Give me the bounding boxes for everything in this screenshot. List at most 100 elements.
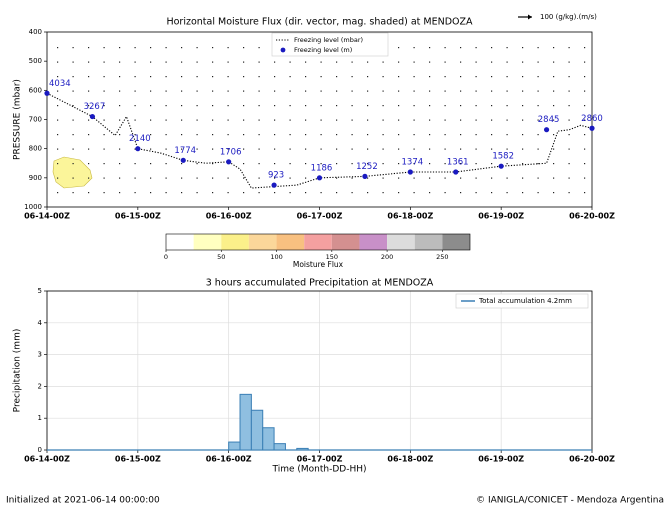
wind-vector	[460, 177, 462, 179]
wind-vector	[584, 105, 586, 107]
wind-vector	[506, 119, 508, 121]
wind-vector	[258, 134, 260, 136]
wind-vector	[150, 192, 152, 194]
wind-vector	[584, 76, 586, 78]
wind-vector	[444, 177, 446, 179]
wind-vector	[72, 105, 74, 107]
wind-vector	[351, 105, 353, 107]
wind-vector	[134, 119, 136, 121]
wind-vector	[553, 134, 555, 136]
point-label: 1374	[402, 158, 424, 168]
x-tick-label: 06-14-00Z	[24, 455, 70, 464]
wind-vector	[134, 76, 136, 78]
point-label: 1361	[447, 158, 469, 168]
wind-vector	[584, 148, 586, 150]
wind-vector	[72, 47, 74, 49]
wind-vector	[568, 61, 570, 63]
wind-vector	[336, 148, 338, 150]
wind-vector	[274, 61, 276, 63]
wind-vector	[72, 177, 74, 179]
wind-vector	[72, 163, 74, 165]
wind-vector	[196, 76, 198, 78]
wind-vector	[367, 119, 369, 121]
wind-vector	[460, 192, 462, 194]
legend-box	[455, 293, 589, 309]
wind-vector	[367, 192, 369, 194]
wind-vector	[150, 76, 152, 78]
wind-vector	[305, 192, 307, 194]
wind-vector	[181, 148, 183, 150]
wind-vector	[537, 47, 539, 49]
wind-vector	[475, 134, 477, 136]
wind-vector	[568, 192, 570, 194]
wind-vector	[320, 134, 322, 136]
wind-vector	[429, 76, 431, 78]
wind-vector	[413, 47, 415, 49]
wind-vector	[367, 61, 369, 63]
wind-vector	[196, 90, 198, 92]
wind-vector	[196, 61, 198, 63]
wind-vector	[72, 134, 74, 136]
wind-vector	[537, 134, 539, 136]
wind-vector	[553, 61, 555, 63]
wind-vector	[243, 134, 245, 136]
x-tick-label: 06-17-00Z	[297, 212, 343, 221]
wind-vector	[367, 163, 369, 165]
wind-vector	[196, 47, 198, 49]
wind-vector	[150, 177, 152, 179]
wind-vector	[460, 119, 462, 121]
freezing-dot	[135, 146, 141, 152]
legend-label: Freezing level (mbar)	[294, 36, 363, 44]
wind-vector	[103, 163, 105, 165]
wind-vector	[243, 76, 245, 78]
wind-vector	[413, 192, 415, 194]
wind-vector	[196, 163, 198, 165]
wind-vector	[274, 163, 276, 165]
wind-vector	[444, 119, 446, 121]
wind-vector	[444, 163, 446, 165]
wind-vector	[475, 119, 477, 121]
wind-vector	[57, 105, 59, 107]
wind-vector	[212, 163, 214, 165]
wind-vector	[227, 76, 229, 78]
wind-vector	[243, 177, 245, 179]
wind-vector	[227, 90, 229, 92]
wind-vector	[491, 163, 493, 165]
wind-vector	[181, 134, 183, 136]
x-tick-label: 06-18-00Z	[387, 455, 433, 464]
wind-vector	[134, 163, 136, 165]
wind-vector	[305, 177, 307, 179]
wind-vector	[336, 134, 338, 136]
wind-vector	[522, 76, 524, 78]
wind-vector	[537, 163, 539, 165]
wind-vector	[413, 90, 415, 92]
chart-title: Horizontal Moisture Flux (dir. vector, m…	[166, 17, 473, 28]
y-tick-label: 900	[29, 174, 42, 182]
y-tick-label: 800	[29, 145, 42, 153]
wind-vector	[103, 61, 105, 63]
wind-vector	[475, 105, 477, 107]
wind-vector	[460, 134, 462, 136]
colorbar-bin	[442, 234, 470, 250]
wind-vector	[413, 148, 415, 150]
wind-vector	[289, 76, 291, 78]
precip-bar	[250, 409, 264, 451]
legend-box	[271, 32, 389, 57]
wind-vector	[553, 90, 555, 92]
wind-vector	[537, 148, 539, 150]
wind-vector	[88, 134, 90, 136]
wind-vector	[119, 148, 121, 150]
wind-vector	[522, 134, 524, 136]
y-axis-label: PRESSURE (mbar)	[13, 79, 23, 160]
wind-vector	[305, 163, 307, 165]
wind-vector	[289, 119, 291, 121]
freezing-dot	[362, 173, 368, 179]
wind-vector	[413, 105, 415, 107]
wind-vector	[584, 119, 586, 121]
point-label: 1186	[311, 163, 333, 173]
point-label: 2860	[581, 114, 603, 124]
wind-vector	[165, 134, 167, 136]
wind-vector	[134, 134, 136, 136]
wind-vector	[444, 47, 446, 49]
